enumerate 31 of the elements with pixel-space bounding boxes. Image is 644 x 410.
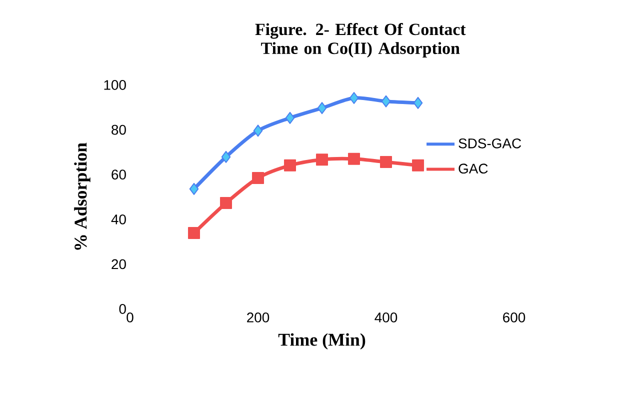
x-tick-label: 600: [503, 312, 526, 322]
point: [220, 197, 232, 210]
point: [381, 95, 391, 108]
x-axis-title: Time (Min): [278, 333, 366, 350]
x-tick-label: 400: [374, 312, 398, 322]
chart-title: Figure. 2- Effect Of Contact Time on Co(II) Adsorption: [255, 23, 466, 58]
point: [284, 159, 296, 172]
y-tick-label: 80: [112, 124, 126, 135]
point: [348, 152, 360, 165]
point: [252, 172, 264, 184]
point: [253, 124, 263, 137]
x-tick-label: 0: [126, 312, 134, 322]
y-axis-title: % Adsorption: [74, 142, 90, 250]
point: [380, 156, 392, 168]
point: [189, 182, 199, 195]
y-tick-label: 100: [104, 80, 126, 90]
point: [349, 92, 359, 104]
y-tick-label: 60: [112, 170, 126, 180]
y-tick-label: 0: [119, 304, 126, 314]
y-tick-label: 20: [112, 259, 126, 270]
y-tick-label: 40: [111, 214, 126, 224]
point: [412, 159, 424, 172]
point: [413, 96, 423, 109]
point: [317, 102, 327, 114]
point: [316, 154, 328, 166]
point: [285, 112, 295, 124]
legend-label: GAC: [458, 164, 488, 174]
legend-label: SDS-GAC: [458, 138, 522, 148]
point: [221, 150, 231, 163]
x-tick-label: 200: [247, 312, 270, 322]
point: [188, 227, 200, 240]
